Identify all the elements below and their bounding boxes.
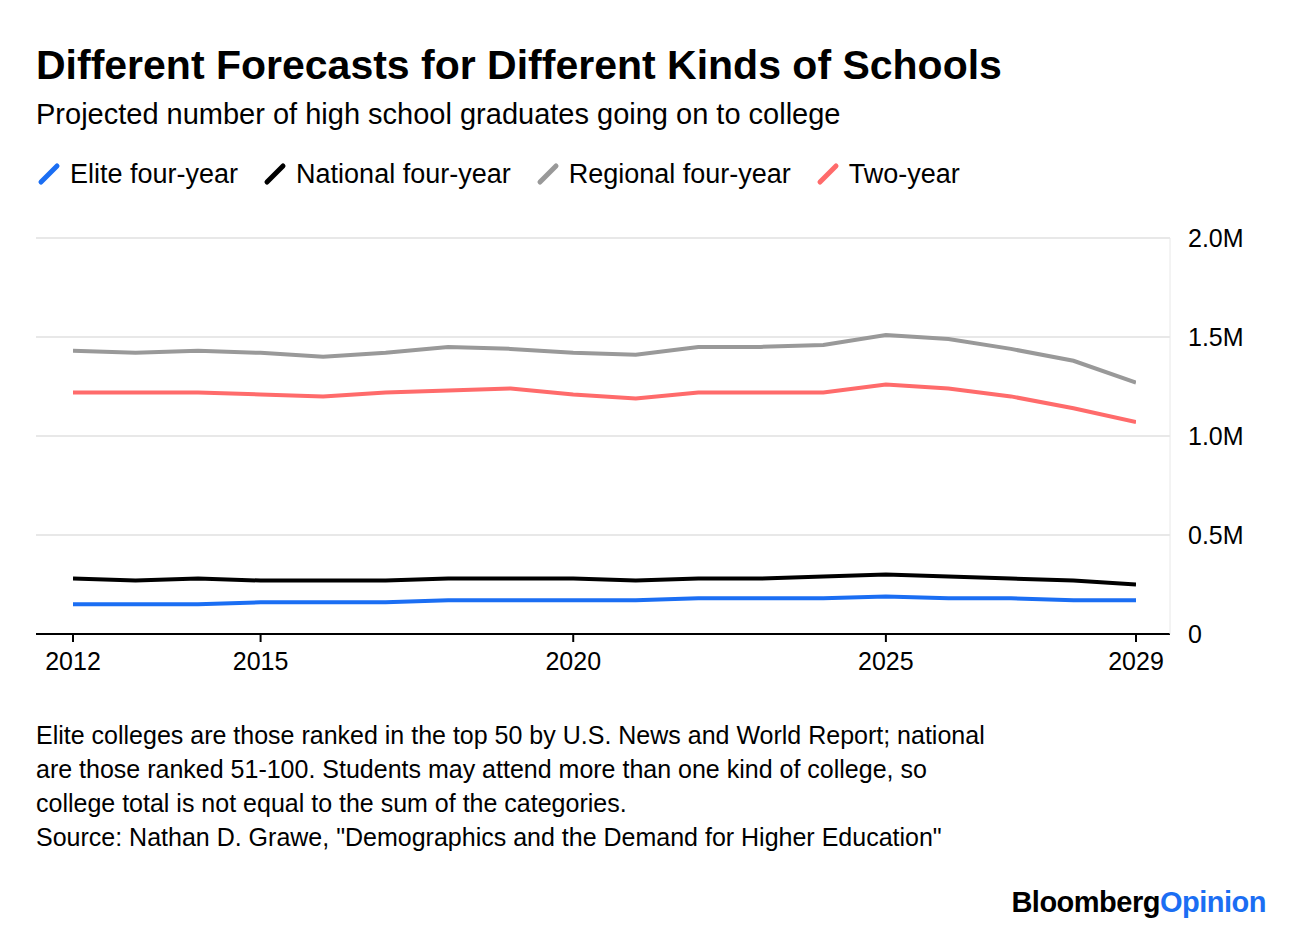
html-text:Elite colleges are those ranke: Elite colleges are those ranked in the t…	[36, 721, 985, 817]
svg-text:0: 0	[1188, 620, 1202, 648]
svg-text:1.5M: 1.5M	[1188, 323, 1244, 351]
svg-text:2012: 2012	[45, 647, 101, 675]
svg-text:2020: 2020	[545, 647, 601, 675]
html-text:Different Forecasts for Differ: Different Forecasts for Different Kinds …	[36, 42, 1002, 88]
html-text:Bloomberg Opinion: Bloomberg Opinion	[1011, 886, 1266, 918]
svg-text:0.5M: 0.5M	[1188, 521, 1244, 549]
html-text:National four-year: National four-year	[296, 158, 511, 189]
html-text:Regional four-year: Regional four-year	[568, 158, 791, 189]
html-text:Elite four-year: Elite four-year	[70, 158, 239, 189]
html-text:Source: Nathan D. Grawe, "Demo: Source: Nathan D. Grawe, "Demographics a…	[36, 823, 942, 851]
html-text:Projected number of high schoo: Projected number of high school graduate…	[36, 98, 841, 130]
svg-text:1.0M: 1.0M	[1188, 422, 1244, 450]
html-text:Two-year: Two-year	[848, 158, 960, 189]
svg-text:2015: 2015	[233, 647, 289, 675]
svg-text:2029: 2029	[1108, 647, 1164, 675]
svg-text:2025: 2025	[858, 647, 914, 675]
svg-text:2.0M: 2.0M	[1188, 224, 1244, 252]
